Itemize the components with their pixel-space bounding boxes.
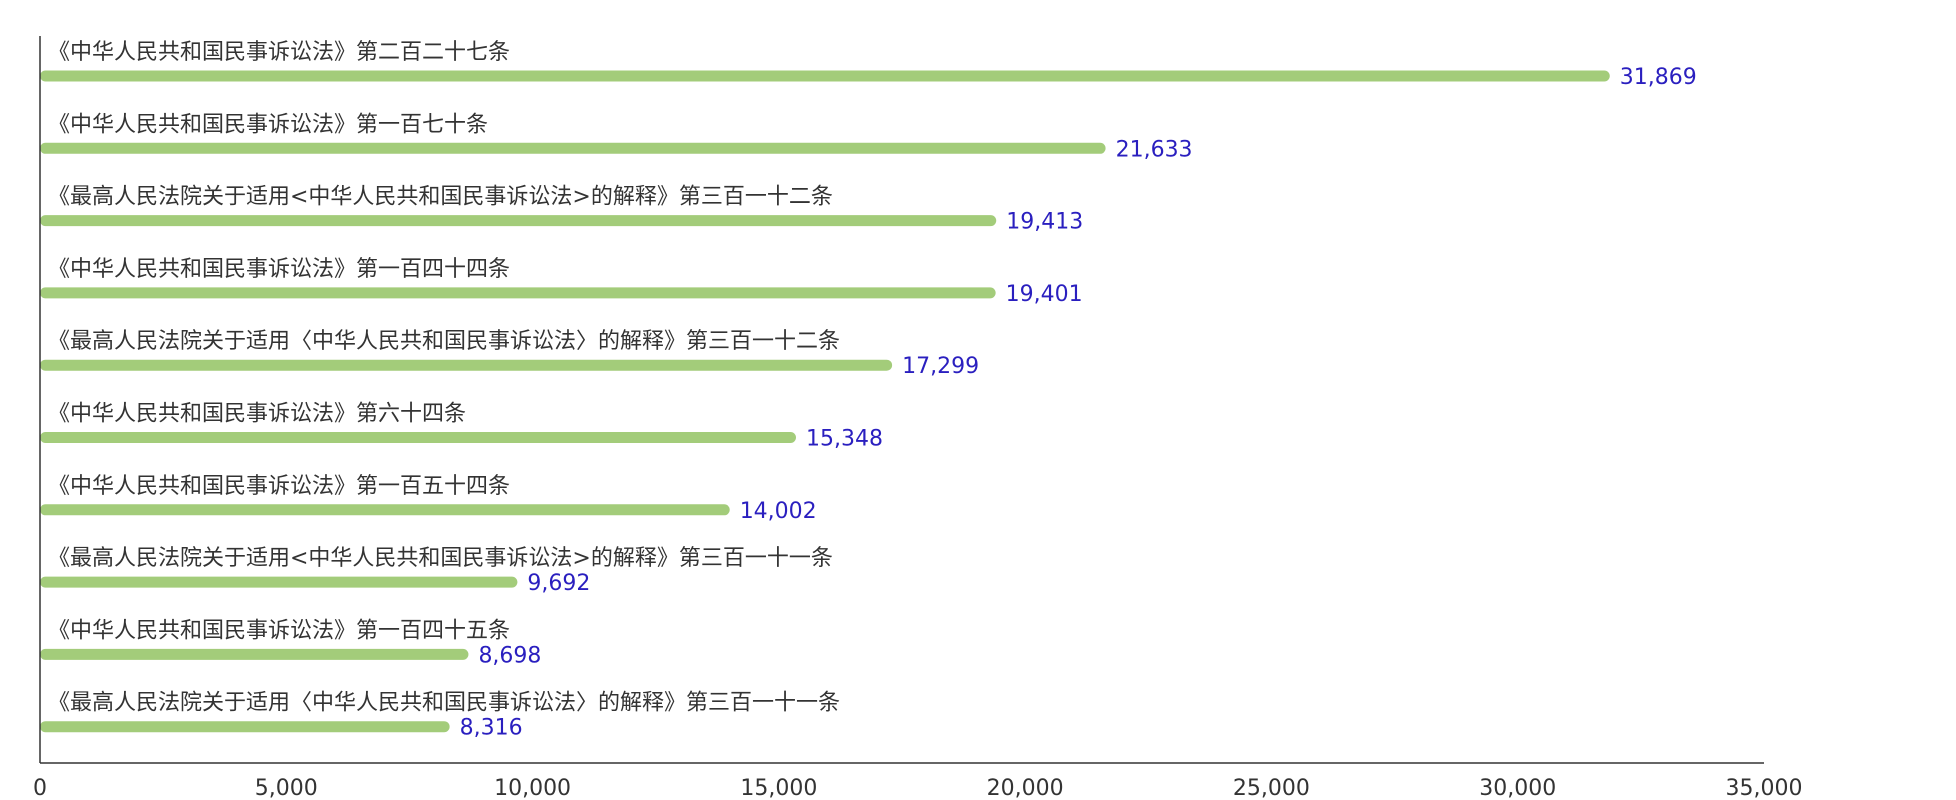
value-label: 15,348: [806, 427, 883, 452]
bar-row: 《最高人民法院关于适用<中华人民共和国民事诉讼法>的解释》第三百一十一条9,69…: [40, 546, 833, 596]
bar-row: 《最高人民法院关于适用<中华人民共和国民事诉讼法>的解释》第三百一十二条 19,4…: [40, 185, 1083, 235]
bar: [40, 648, 469, 660]
category-label: 《中华人民共和国民事诉讼法》第二百二十七条: [48, 40, 510, 65]
value-label: 19,401: [1006, 282, 1083, 307]
category-label: 《中华人民共和国民事诉讼法》第一百四十五条: [48, 618, 510, 643]
bar-row: 《中华人民共和国民事诉讼法》第二百二十七条 31,869: [40, 40, 1697, 90]
category-label: 《中华人民共和国民事诉讼法》第一百四十四条: [48, 257, 510, 282]
bar-row: 《中华人民共和国民事诉讼法》第一百五十四条 14,002: [40, 474, 817, 524]
category-label: 《中华人民共和国民事诉讼法》第一百五十四条: [48, 474, 510, 499]
category-label: 《最高人民法院关于适用<中华人民共和国民事诉讼法>的解释》第三百一十二条: [48, 185, 833, 210]
bar-row: 《中华人民共和国民事诉讼法》第六十四条 15,348: [40, 402, 883, 452]
value-label: 14,002: [740, 499, 817, 524]
category-label: 《最高人民法院关于适用〈中华人民共和国民事诉讼法〉的解释》第三百一十二条: [48, 329, 840, 354]
bar: [40, 721, 450, 733]
bar: [40, 432, 796, 443]
x-tick-label: 5,000: [255, 776, 318, 800]
bar: [40, 70, 1610, 82]
x-tick-label: 35,000: [1726, 776, 1803, 800]
bar-row: 《中华人民共和国民事诉讼法》第一百四十四条 19,401: [40, 257, 1083, 307]
value-label: 8,698: [478, 643, 541, 668]
bar-row: 《最高人民法院关于适用〈中华人民共和国民事诉讼法〉的解释》第三百一十一条8,31…: [40, 691, 840, 741]
bar: [40, 287, 996, 299]
category-label: 《最高人民法院关于适用〈中华人民共和国民事诉讼法〉的解释》第三百一十一条: [48, 691, 840, 716]
axes-layer: 0 5,000 10,000 15,000 20,000 25,000 30,000 35,0…: [33, 36, 1802, 800]
value-label: 9,692: [527, 571, 590, 596]
value-label: 8,316: [460, 716, 523, 741]
bar: [40, 359, 893, 371]
x-tick-label: 25,000: [1233, 776, 1310, 800]
bars-layer: 《中华人民共和国民事诉讼法》第二百二十七条31,869《中华人民共和国民事诉讼法…: [40, 40, 1697, 741]
category-label: 《中华人民共和国民事诉讼法》第六十四条: [48, 402, 466, 427]
bar-row: 《最高人民法院关于适用〈中华人民共和国民事诉讼法〉的解释》第三百一十二条 17,2…: [40, 329, 979, 379]
category-label: 《中华人民共和国民事诉讼法》第一百七十条: [48, 112, 488, 137]
value-label: 17,299: [902, 354, 979, 379]
x-tick-label: 30,000: [1479, 776, 1556, 800]
bar: [40, 142, 1106, 154]
x-tick-label: 20,000: [987, 776, 1064, 800]
x-tick-label: 15,000: [740, 776, 817, 800]
bar: [40, 504, 730, 516]
bar-row: 《中华人民共和国民事诉讼法》第一百七十条 21,633: [40, 112, 1193, 162]
value-label: 31,869: [1620, 65, 1697, 90]
bar: [40, 576, 518, 588]
bar: [40, 215, 997, 227]
x-tick-label: 10,000: [494, 776, 571, 800]
category-label: 《最高人民法院关于适用<中华人民共和国民事诉讼法>的解释》第三百一十一条: [48, 546, 833, 571]
x-tick-label: 0: [33, 776, 47, 800]
value-label: 21,633: [1116, 137, 1193, 162]
value-label: 19,413: [1006, 210, 1083, 235]
